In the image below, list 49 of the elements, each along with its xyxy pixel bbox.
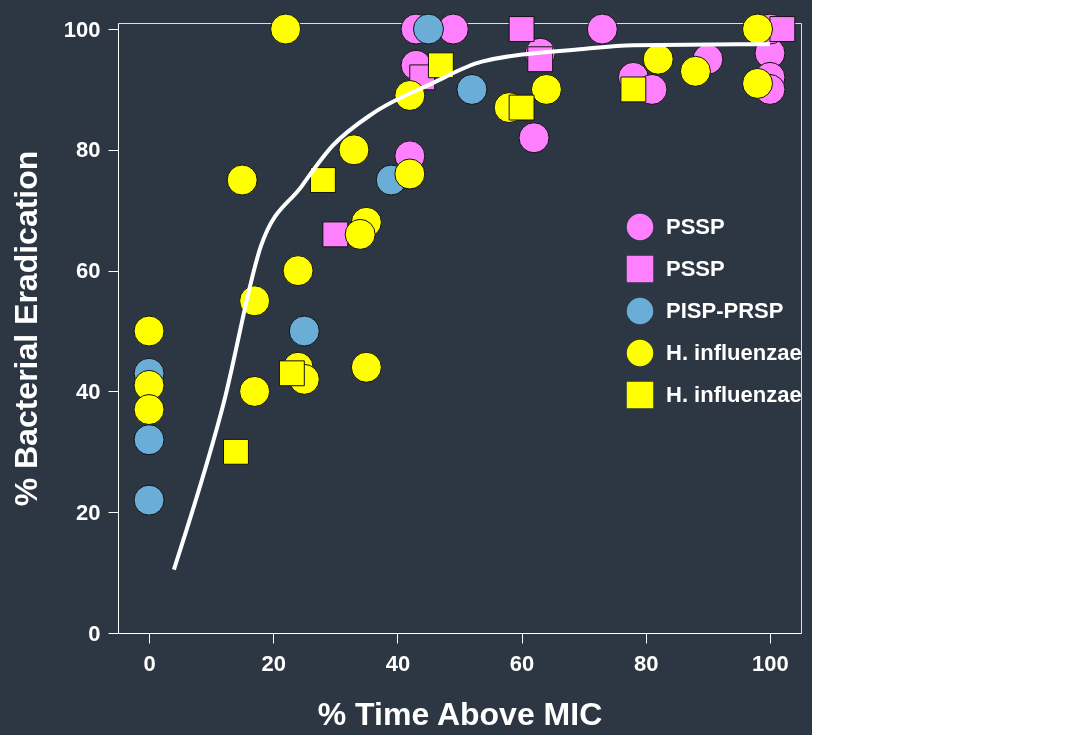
legend-label: PSSP xyxy=(666,214,725,239)
y-axis-title: % Bacterial Eradication xyxy=(7,150,44,507)
legend-label: H. influenzae xyxy=(666,340,802,365)
x-tick-label: 20 xyxy=(261,650,286,676)
point xyxy=(338,134,370,166)
point xyxy=(223,438,249,465)
point xyxy=(620,76,647,103)
point xyxy=(769,16,796,42)
point xyxy=(226,164,258,196)
point xyxy=(679,55,711,87)
point xyxy=(309,167,336,193)
point xyxy=(133,424,165,456)
point xyxy=(350,351,382,383)
y-tick-label: 40 xyxy=(76,378,101,404)
point xyxy=(133,315,165,347)
x-tick-label: 0 xyxy=(143,650,156,676)
y-tick-label: 100 xyxy=(63,16,101,42)
x-axis-title: % Time Above MIC xyxy=(317,695,603,732)
legend-label: PISP-PRSP xyxy=(666,298,784,323)
point xyxy=(742,67,774,99)
point xyxy=(508,94,535,121)
point xyxy=(133,484,165,516)
point xyxy=(508,16,535,42)
y-tick-label: 0 xyxy=(88,620,101,646)
point xyxy=(239,375,271,407)
x-tick-label: 80 xyxy=(634,650,659,676)
point xyxy=(530,73,562,105)
point xyxy=(278,360,305,387)
point xyxy=(518,122,550,154)
x-tick-label: 100 xyxy=(752,650,789,676)
y-tick-label: 60 xyxy=(76,258,101,284)
y-tick-label: 80 xyxy=(76,137,101,163)
point xyxy=(412,13,444,45)
legend-label: H. influenzae xyxy=(666,382,802,407)
point xyxy=(742,13,774,45)
x-tick-label: 40 xyxy=(385,650,411,676)
legend-label: PSSP xyxy=(666,256,725,281)
point xyxy=(394,158,426,190)
point xyxy=(344,218,376,250)
point xyxy=(282,255,314,287)
point xyxy=(270,13,302,45)
point xyxy=(322,221,349,248)
x-tick-label: 60 xyxy=(509,650,535,676)
point xyxy=(133,394,165,426)
point xyxy=(586,13,618,45)
point xyxy=(288,315,320,347)
point xyxy=(427,52,454,79)
point xyxy=(456,73,488,105)
y-tick-label: 20 xyxy=(76,499,101,525)
